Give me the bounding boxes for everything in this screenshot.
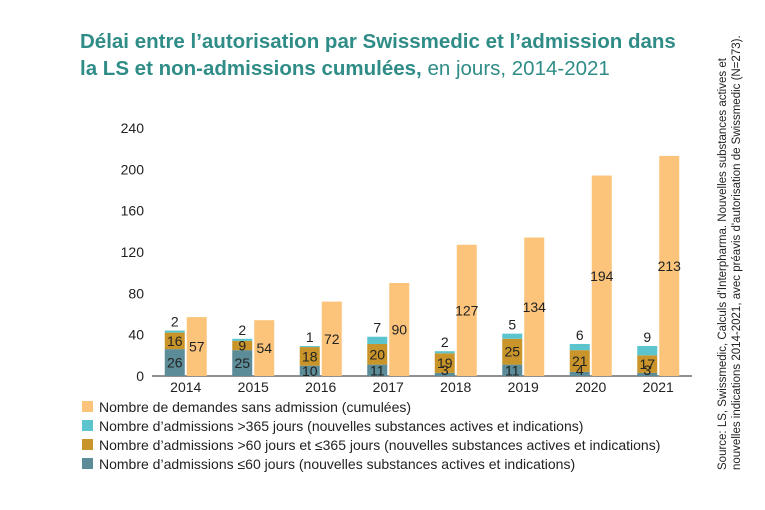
legend-item-under60: Nombre d’admissions ≤60 jours (nouvelles… [82, 454, 660, 473]
bar-segment-over365 [299, 346, 320, 348]
legend-swatch-over365 [82, 420, 93, 431]
x-tick-label: 2016 [305, 379, 336, 395]
data-label-under60: 11 [370, 362, 385, 378]
data-label-60to365: 9 [238, 338, 246, 354]
bar-segment-60to365 [434, 353, 455, 373]
data-label-60to365: 25 [504, 344, 520, 360]
legend-label-60to365: Nombre d’admissions >60 jours et ≤365 jo… [99, 436, 661, 453]
bar-non-admissions [591, 175, 612, 376]
bar-non-admissions [524, 237, 545, 376]
legend-label-non-admissions: Nombre de demandes sans admission (cumul… [99, 398, 412, 415]
bar-non-admissions [186, 317, 207, 376]
x-tick-label: 2015 [238, 379, 269, 395]
y-tick-label: 40 [128, 327, 144, 343]
chart-title-main: Délai entre l’autorisation par Swissmedi… [80, 30, 676, 80]
data-label-60to365: 17 [639, 356, 655, 372]
data-label-under60: 26 [167, 355, 183, 371]
bar-non-admissions [321, 301, 342, 376]
data-label-over365: 5 [508, 317, 516, 333]
y-tick-label: 200 [121, 161, 145, 177]
bar-segment-60to365 [637, 355, 658, 373]
data-label-over365: 6 [576, 327, 584, 343]
data-label-over365: 2 [441, 334, 449, 350]
data-label-60to365: 19 [437, 355, 453, 371]
bar-segment-under60 [569, 371, 590, 376]
data-label-60to365: 16 [167, 333, 183, 349]
bar-non-admissions [389, 283, 410, 376]
data-label-over365: 1 [306, 329, 314, 345]
data-label-under60: 4 [576, 362, 584, 378]
bar-non-admissions [659, 155, 680, 376]
bar-segment-60to365 [502, 338, 523, 365]
bar-segment-over365 [637, 346, 658, 356]
data-label-under60: 3 [441, 362, 449, 378]
chart-title-sub: en jours, 2014-2021 [421, 57, 610, 80]
legend: Nombre de demandes sans admission (cumul… [82, 397, 660, 473]
data-label-non-admissions: 54 [256, 340, 272, 356]
bar-segment-under60 [434, 372, 455, 376]
data-label-over365: 9 [643, 329, 651, 345]
data-label-60to365: 18 [302, 348, 318, 364]
bar-non-admissions [254, 320, 275, 376]
bar-segment-under60 [299, 365, 320, 376]
x-tick-label: 2020 [575, 379, 606, 395]
x-tick-label: 2014 [170, 379, 201, 395]
legend-item-60to365: Nombre d’admissions >60 jours et ≤365 jo… [82, 435, 660, 454]
y-tick-label: 160 [121, 203, 145, 219]
legend-item-over365: Nombre d’admissions >365 jours (nouvelle… [82, 416, 660, 435]
bar-segment-60to365 [164, 332, 185, 350]
data-label-under60: 25 [234, 355, 250, 371]
legend-swatch-60to365 [82, 439, 93, 450]
x-tick-label: 2017 [373, 379, 404, 395]
data-label-non-admissions: 127 [455, 302, 479, 318]
bar-segment-over365 [502, 333, 523, 339]
x-tick-label: 2018 [440, 379, 471, 395]
data-label-under60: 3 [643, 362, 651, 378]
bar-segment-under60 [164, 349, 185, 376]
chart-title: Délai entre l’autorisation par Swissmedi… [80, 28, 680, 82]
bar-segment-over365 [232, 338, 253, 341]
y-tick-label: 240 [121, 120, 145, 136]
data-label-non-admissions: 72 [324, 331, 340, 347]
legend-item-non-admissions: Nombre de demandes sans admission (cumul… [82, 397, 660, 416]
bar-segment-60to365 [232, 340, 253, 351]
y-tick-label: 120 [121, 244, 145, 260]
data-label-over365: 2 [171, 314, 179, 330]
bar-chart: 0408012016020024020142616257201525925420… [121, 120, 692, 395]
data-label-non-admissions: 90 [391, 322, 407, 338]
bar-segment-over365 [434, 351, 455, 354]
bar-segment-60to365 [569, 350, 590, 372]
x-tick-label: 2021 [643, 379, 674, 395]
legend-swatch-under60 [82, 458, 93, 469]
data-label-non-admissions: 213 [658, 258, 682, 274]
data-label-60to365: 20 [369, 346, 385, 362]
bar-segment-under60 [637, 372, 658, 376]
bar-segment-under60 [367, 364, 388, 376]
y-tick-label: 80 [128, 285, 144, 301]
data-label-non-admissions: 57 [189, 339, 205, 355]
data-label-over365: 2 [238, 322, 246, 338]
data-label-non-admissions: 134 [523, 299, 547, 315]
bar-segment-under60 [502, 364, 523, 376]
bar-non-admissions [456, 244, 477, 376]
bar-segment-60to365 [367, 343, 388, 365]
data-label-over365: 7 [373, 320, 381, 336]
bar-segment-60to365 [299, 347, 320, 366]
bar-segment-under60 [232, 350, 253, 376]
legend-label-under60: Nombre d’admissions ≤60 jours (nouvelles… [99, 455, 576, 472]
x-tick-label: 2019 [508, 379, 539, 395]
legend-swatch-non-admissions [82, 401, 93, 412]
source-note: Source: LS, Swissmedic, Calculs d'Interp… [717, 35, 743, 470]
data-label-60to365: 21 [572, 353, 588, 369]
bar-segment-over365 [164, 330, 185, 333]
bar-segment-over365 [569, 343, 590, 351]
data-label-non-admissions: 194 [590, 268, 614, 284]
data-label-under60: 10 [302, 363, 318, 379]
y-tick-label: 0 [136, 368, 144, 384]
legend-label-over365: Nombre d’admissions >365 jours (nouvelle… [99, 417, 584, 434]
data-label-under60: 11 [505, 362, 520, 378]
bar-segment-over365 [367, 336, 388, 344]
